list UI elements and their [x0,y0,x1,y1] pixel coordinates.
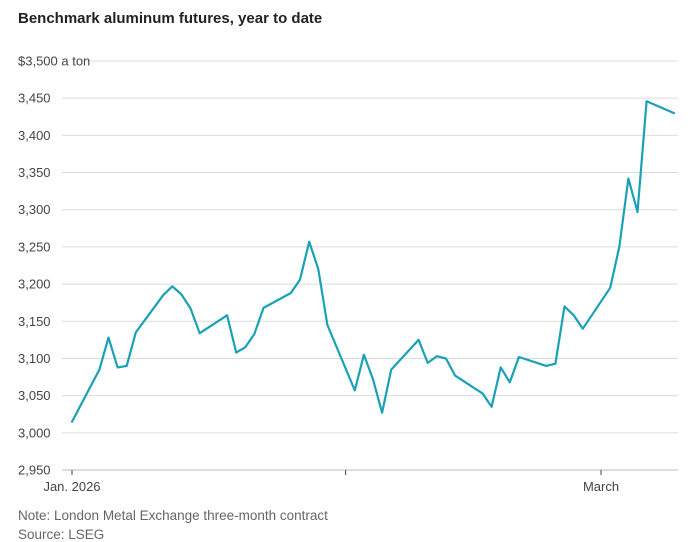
x-tick-label: Jan. 2026 [43,479,100,494]
chart-title: Benchmark aluminum futures, year to date [18,10,323,27]
gridlines [62,60,678,471]
y-tick-label: 3,300 [18,202,51,217]
y-tick-label: 3,200 [18,277,51,292]
chart-note: Note: London Metal Exchange three-month … [18,508,328,523]
y-unit-label: $3,500 a ton [18,54,90,69]
y-tick-label: 3,450 [18,91,51,106]
y-tick-label: 3,350 [18,165,51,180]
x-tick-label: March [583,479,619,494]
y-tick-label: 3,150 [18,314,51,329]
chart-source: Source: LSEG [18,527,105,542]
series-line [70,100,676,423]
y-tick-label: 3,100 [18,351,51,366]
y-axis-labels: $3,500 a ton 3,450 3,400 3,350 3,300 3,250 3,2… [18,54,90,478]
y-tick-label: 2,950 [18,463,51,478]
y-tick-label: 3,050 [18,388,51,403]
y-tick-label: 3,000 [18,425,51,440]
series-layer [70,100,676,423]
x-axis: Jan. 2026 March [43,469,678,494]
y-tick-label: 3,250 [18,239,51,254]
y-tick-label: 3,400 [18,128,51,143]
